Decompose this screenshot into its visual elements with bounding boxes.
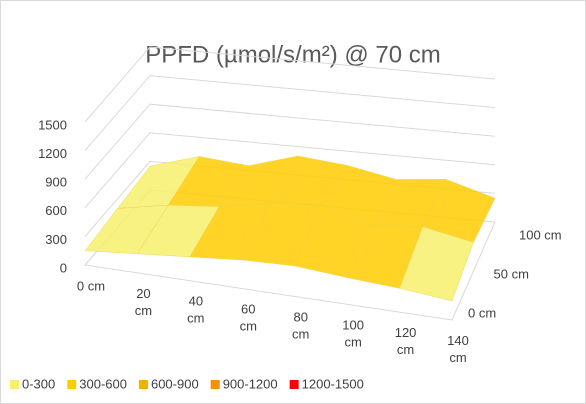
grid-line <box>84 132 496 209</box>
x-tick-label-line: 40 <box>189 294 203 309</box>
legend-label: 900-1200 <box>223 376 278 391</box>
x-tick-label-line: cm <box>344 335 361 350</box>
x-tick-label-line: 20 <box>136 286 150 301</box>
x-tick-label-line: 120 <box>395 326 417 341</box>
z-tick-label: 900 <box>45 175 67 190</box>
legend-label: 300-600 <box>79 376 127 391</box>
x-tick-label: 0 cm <box>77 278 105 293</box>
x-tick-label-line: 80 <box>293 310 307 325</box>
legend-label: 1200-1500 <box>302 376 364 391</box>
z-tick-label: 1200 <box>38 146 67 161</box>
x-tick-label: 40 cm <box>187 294 204 326</box>
z-tick-label: 300 <box>45 232 67 247</box>
surface-cell <box>399 226 474 302</box>
chart-title: PPFD (µmol/s/m²) @ 70 cm <box>145 41 441 68</box>
x-tick-label: 20 cm <box>135 286 152 318</box>
x-tick-label-line: cm <box>240 319 257 334</box>
x-tick-label-line: 140 <box>447 333 469 348</box>
x-tick-label: 100 cm <box>342 318 364 350</box>
legend-swatch <box>138 380 148 389</box>
x-tick-label-line: cm <box>449 350 466 365</box>
legend-swatch <box>289 380 299 389</box>
grid-line <box>84 75 496 151</box>
z-tick-label: 1500 <box>38 117 67 132</box>
x-tick-label: 80 cm <box>292 310 309 342</box>
z-tick-label: 600 <box>45 203 67 218</box>
grid-line <box>84 103 496 180</box>
legend-label: 0-300 <box>22 376 55 391</box>
legend-swatch <box>10 380 19 389</box>
legend-label: 600-900 <box>151 376 199 391</box>
x-tick-label-line: 100 <box>342 318 364 333</box>
z-tick-label: 0 <box>60 260 67 275</box>
depth-tick-label: 0 cm <box>468 305 496 320</box>
depth-tick-label: 100 cm <box>519 227 562 242</box>
x-tick-label-line: cm <box>187 311 204 326</box>
x-tick-label: 140 cm <box>447 333 469 365</box>
legend-swatch <box>210 380 220 389</box>
x-tick-label-line: 60 <box>241 302 255 317</box>
grid-line <box>84 46 496 123</box>
depth-tick-label: 50 cm <box>494 266 529 281</box>
x-tick-label: 60 cm <box>240 302 257 334</box>
legend-swatch <box>67 380 77 389</box>
x-tick-label-line: cm <box>397 343 414 358</box>
x-tick-label: 120 cm <box>395 326 417 358</box>
x-tick-label-line: cm <box>292 327 309 342</box>
x-tick-label-line: cm <box>135 303 152 318</box>
